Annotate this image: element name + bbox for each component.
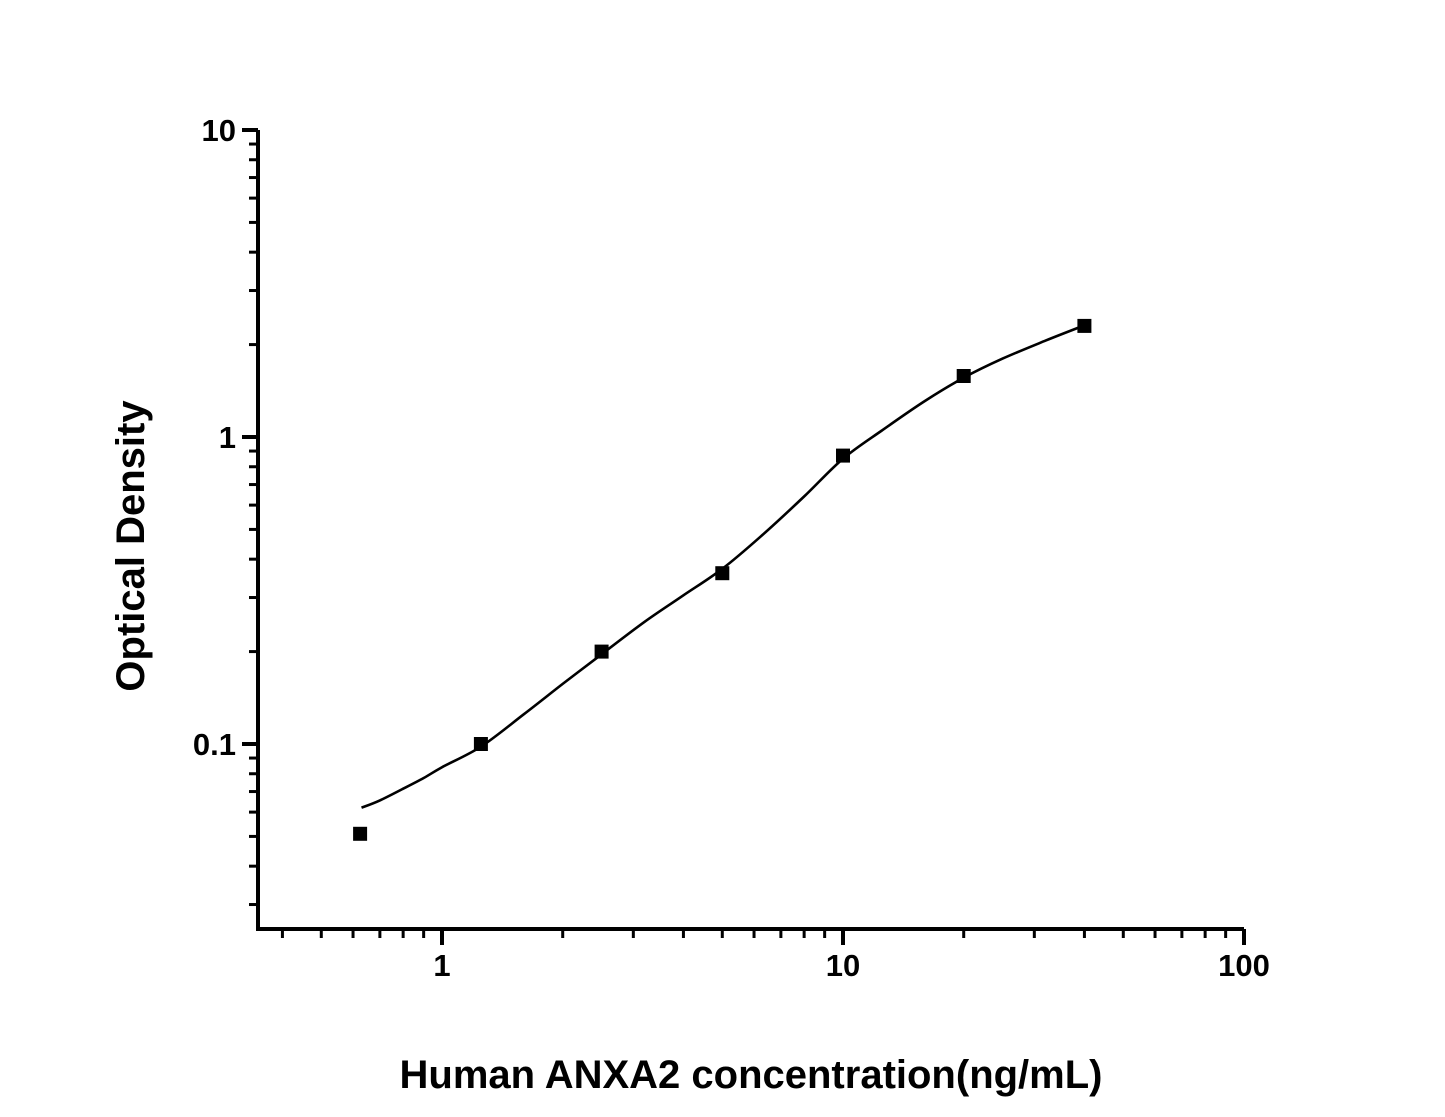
data-point-marker xyxy=(1077,318,1092,333)
x-tick-label: 1 xyxy=(433,948,450,983)
y-tick-label: 0.1 xyxy=(193,727,236,762)
axes xyxy=(256,130,1244,931)
data-point-marker xyxy=(715,566,730,581)
data-point-marker xyxy=(836,448,850,463)
x-axis-title: Human ANXA2 concentration(ng/mL) xyxy=(400,1053,1103,1097)
y-tick-label: 1 xyxy=(219,420,236,455)
fit-curve-line xyxy=(361,324,1085,809)
tick-labels: 1 10 100 0.1 1 10 xyxy=(193,113,1270,983)
data-point-marker xyxy=(473,737,488,751)
data-point-marker xyxy=(956,369,971,383)
x-tick-label: 10 xyxy=(826,948,860,983)
data-point-marker xyxy=(594,644,609,659)
axis-spine xyxy=(256,130,1244,931)
axis-ticks xyxy=(242,128,1246,945)
x-tick-label: 100 xyxy=(1218,948,1270,983)
y-axis-title: Optical Density xyxy=(109,400,153,692)
data-points xyxy=(353,318,1092,841)
y-tick-label: 10 xyxy=(202,113,236,148)
data-point-marker xyxy=(353,826,368,841)
